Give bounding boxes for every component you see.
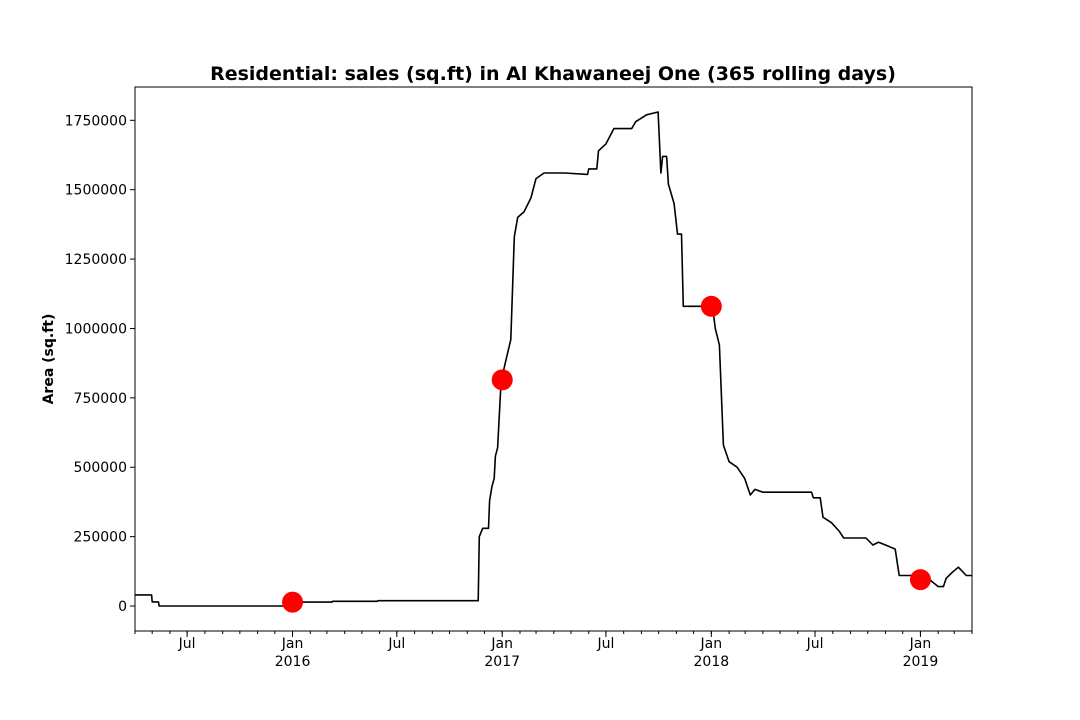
y-axis-label: Area (sq.ft) bbox=[41, 314, 57, 405]
chart-title: Residential: sales (sq.ft) in Al Khawane… bbox=[210, 63, 896, 85]
x-tick-year-label: 2016 bbox=[275, 654, 311, 670]
highlight-marker bbox=[700, 295, 722, 317]
x-tick-label: Jan bbox=[281, 636, 304, 652]
highlight-marker bbox=[282, 591, 304, 613]
series-line bbox=[135, 111, 972, 607]
highlight-marker bbox=[909, 569, 931, 591]
x-tick-label: Jul bbox=[596, 636, 614, 652]
x-tick-label: Jul bbox=[806, 636, 824, 652]
x-tick-label: Jul bbox=[387, 636, 405, 652]
y-tick-label: 1000000 bbox=[65, 321, 127, 337]
y-tick-label: 250000 bbox=[74, 530, 127, 546]
x-tick-year-label: 2018 bbox=[694, 654, 730, 670]
x-tick-year-label: 2017 bbox=[484, 654, 520, 670]
plot-area: 0 250000 500000 750000 1000000 1250000 1500000… bbox=[65, 111, 973, 670]
x-tick-label: Jan bbox=[909, 636, 932, 652]
y-tick-label: 0 bbox=[118, 599, 127, 615]
axes-frame bbox=[134, 86, 973, 632]
x-tick-label: Jan bbox=[490, 636, 513, 652]
y-tick-label: 500000 bbox=[74, 460, 127, 476]
y-tick-label: 1500000 bbox=[65, 183, 127, 199]
y-tick-label: 1750000 bbox=[65, 113, 127, 129]
x-tick-label: Jul bbox=[178, 636, 196, 652]
y-tick-label: 750000 bbox=[74, 391, 127, 407]
x-tick-year-label: 2019 bbox=[903, 654, 939, 670]
y-tick-label: 1250000 bbox=[65, 252, 127, 268]
x-tick-label: Jan bbox=[700, 636, 723, 652]
highlight-marker bbox=[491, 369, 513, 391]
